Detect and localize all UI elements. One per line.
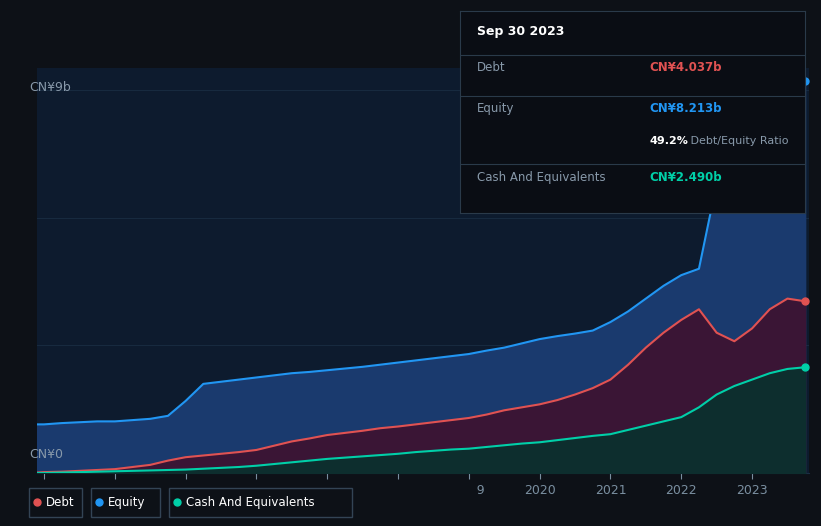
Text: Equity: Equity — [108, 496, 145, 509]
Text: 49.2%: 49.2% — [649, 136, 688, 146]
Text: Cash And Equivalents: Cash And Equivalents — [186, 496, 315, 509]
Text: CN¥8.213b: CN¥8.213b — [649, 102, 722, 115]
Text: CN¥4.037b: CN¥4.037b — [649, 61, 722, 74]
Text: Equity: Equity — [477, 102, 515, 115]
Text: CN¥2.490b: CN¥2.490b — [649, 170, 722, 184]
Text: Debt/Equity Ratio: Debt/Equity Ratio — [687, 136, 789, 146]
Text: Cash And Equivalents: Cash And Equivalents — [477, 170, 606, 184]
Text: Debt: Debt — [477, 61, 506, 74]
Text: Debt: Debt — [46, 496, 75, 509]
Text: CN¥0: CN¥0 — [30, 448, 63, 461]
Text: Sep 30 2023: Sep 30 2023 — [477, 25, 564, 38]
Text: CN¥9b: CN¥9b — [30, 80, 71, 94]
